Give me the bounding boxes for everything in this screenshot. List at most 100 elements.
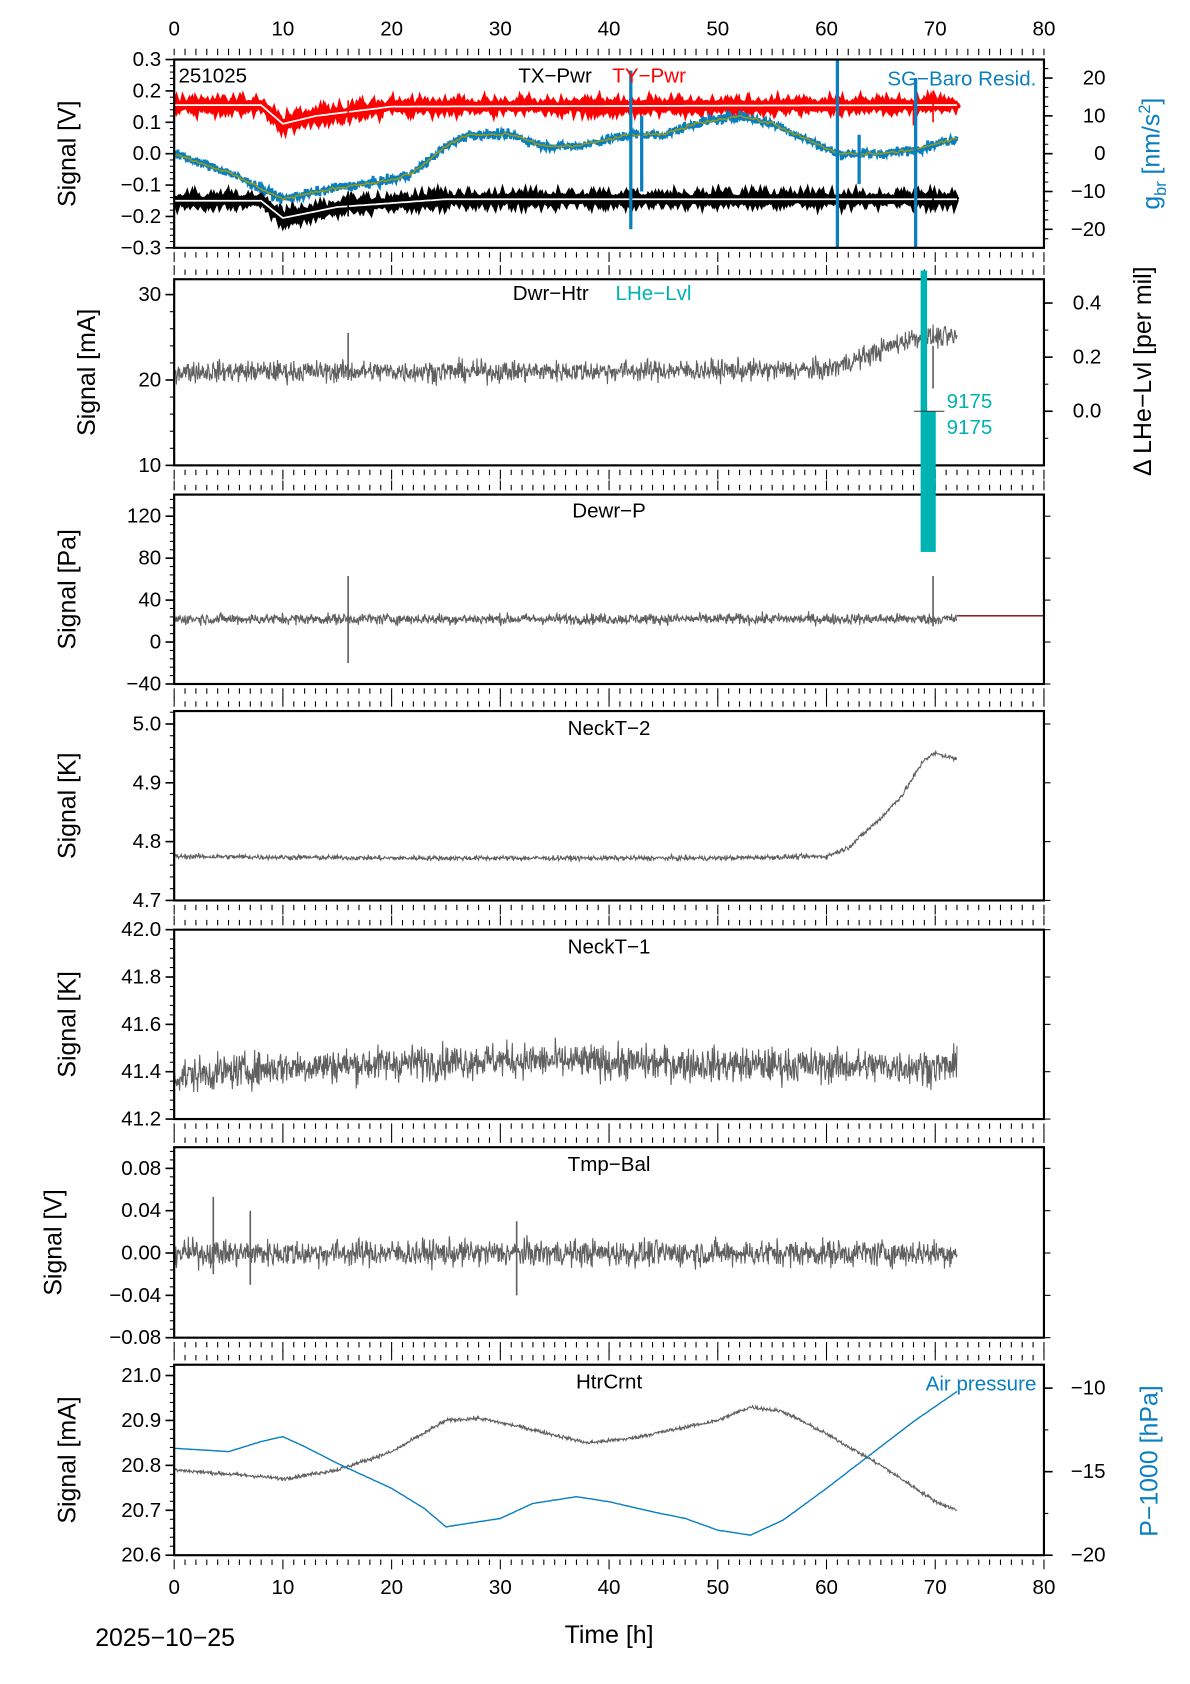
y-tick-label: 21.0 (121, 1364, 161, 1387)
y2-tick-label: 20 (1083, 67, 1106, 90)
x-tick-label-top: 0 (168, 18, 179, 41)
y-tick-label: −0.08 (109, 1326, 161, 1349)
panel-title-neckt-2: NeckT−2 (568, 717, 651, 740)
series-tx-pwr-center (174, 198, 957, 219)
series-group (174, 1196, 958, 1296)
panel-frame (173, 278, 1046, 467)
y-tick-label: 80 (138, 547, 161, 570)
series-group (174, 1037, 958, 1093)
y-tick-label: 20.8 (121, 1454, 161, 1477)
y-tick-label: 41.2 (121, 1108, 161, 1131)
id-label: 251025 (179, 64, 248, 87)
y-tick-label: 42.0 (121, 918, 161, 941)
y-tick-label: 41.8 (121, 966, 161, 989)
panel-3: 5.0 4.9 4.8 4.7 Signal [K] (54, 696, 1051, 915)
lhe-bar-thin (920, 270, 928, 412)
series-group (174, 324, 958, 449)
series-trace-0 (174, 1037, 958, 1093)
y-tick-label: 0.2 (133, 79, 162, 102)
y-tick-label: 4.9 (133, 771, 162, 794)
x-tick-label-top: 40 (598, 18, 621, 41)
x-tick-label-bottom: 0 (168, 1576, 179, 1599)
panel-6: 21.0 20.9 20.8 20.7 20.6 −10 −15 −20 Signal [mA] (54, 1350, 1106, 1570)
panel-frame (173, 493, 1046, 686)
series-trace-0 (174, 324, 958, 386)
y2-tick-label: −10 (1071, 180, 1106, 203)
series-air-pressure (174, 1390, 958, 1536)
y-tick-label: 20.7 (121, 1499, 161, 1522)
panel-4: 42.0 41.8 41.6 41.4 41.2 Signal [K] (54, 915, 1051, 1134)
y-tick-label: 4.7 (133, 889, 162, 912)
y-tick-label: 20.6 (121, 1544, 161, 1567)
x-tick-label-bottom: 10 (271, 1576, 294, 1599)
panel-title-tmp-bal: Tmp−Bal (568, 1153, 651, 1176)
x-tick-label-top: 80 (1033, 18, 1056, 41)
y-axis-label: Signal [K] (54, 752, 82, 859)
series-group (174, 1390, 958, 1536)
x-tick-label-bottom: 70 (924, 1576, 947, 1599)
legend-air-pressure: Air pressure (926, 1373, 1037, 1396)
panel-frame (173, 1363, 1046, 1557)
panel-title-dwr-htr: Dwr−Htr (513, 282, 589, 305)
y-tick-label: 20.9 (121, 1409, 161, 1432)
legend-sg-baro-resid: SG−Baro Resid. (887, 67, 1036, 90)
y-axis-label: Signal [K] (54, 971, 82, 1078)
series-trace-0 (174, 1404, 958, 1512)
panel-5: 0.08 0.04 0.00 −0.04 −0.08 Signal [V] (40, 1133, 1051, 1352)
y-tick-label: 120 (127, 505, 161, 528)
date-label: 2025−10−25 (95, 1624, 235, 1652)
panel-title-tx-pwr: TX−Pwr (518, 64, 592, 87)
y-tick-label: 40 (138, 589, 161, 612)
y2-tick-label: 0.0 (1073, 400, 1102, 423)
lhe-bar-thick (920, 411, 936, 552)
x-tick-label-top: 50 (706, 18, 729, 41)
panel-frame (173, 709, 1046, 902)
panel-0: 0.3 0.2 0.1 0.0 −0.1 −0.2 −0.3 20 10 0 −10 −20 Signa… (54, 48, 1106, 262)
y-tick-label: −0.1 (121, 174, 162, 197)
right-axis-label-lhe: Δ LHe−Lvl [per mil] (1129, 266, 1157, 476)
x-tick-label-bottom: 80 (1033, 1576, 1056, 1599)
y-axis-label: Signal [V] (54, 100, 82, 207)
y-tick-label: 30 (138, 283, 161, 306)
y-tick-label: 0.00 (121, 1242, 161, 1265)
y-tick-label: 0.04 (121, 1199, 161, 1222)
x-axis-label: Time [h] (565, 1621, 654, 1649)
series-group (174, 749, 958, 863)
y2-tick-label: −20 (1071, 218, 1106, 241)
y-tick-label: 4.8 (133, 830, 162, 853)
series-group (174, 59, 961, 249)
x-tick-label-bottom: 30 (489, 1576, 512, 1599)
series-sg-baro-resid--fit (174, 115, 958, 201)
y-tick-label: 0.1 (133, 111, 162, 134)
panel-title-ty-pwr: TY−Pwr (612, 64, 686, 87)
panel-title-htrcrnt: HtrCrnt (576, 1371, 642, 1394)
panel-2: 120 80 40 0 −40 Signal [Pa] (54, 480, 1051, 699)
lhe-marker-label: 9175 (947, 416, 993, 439)
y-axis-label: Signal [Pa] (54, 529, 82, 649)
series-group (174, 575, 1044, 664)
x-tick-label-top: 70 (924, 18, 947, 41)
y-axis-label: Signal [mA] (54, 1396, 82, 1523)
y-tick-label: −0.3 (121, 236, 162, 259)
panel-title-neckt-1: NeckT−1 (568, 935, 651, 958)
series-trace-0 (174, 749, 958, 863)
x-tick-label-top: 60 (815, 18, 838, 41)
y2-tick-label: −20 (1071, 1544, 1106, 1567)
y-tick-label: 10 (138, 454, 161, 477)
y-tick-label: 41.4 (121, 1060, 161, 1083)
series-ty-pwr-center (174, 104, 957, 125)
x-tick-label-bottom: 60 (815, 1576, 838, 1599)
y-axis-label: Signal [mA] (73, 309, 101, 436)
y2-tick-label: 10 (1083, 104, 1106, 127)
x-tick-label-top: 30 (489, 18, 512, 41)
y2-tick-label: −10 (1071, 1377, 1106, 1400)
x-tick-label-bottom: 20 (380, 1576, 403, 1599)
y2-tick-label: −15 (1071, 1460, 1106, 1483)
y2-tick-label: 0.4 (1073, 292, 1102, 315)
y-tick-label: 0.08 (121, 1157, 161, 1180)
x-tick-label-top: 10 (271, 18, 294, 41)
y-tick-label: 0.0 (133, 142, 162, 165)
lhe-marker-label: 9175 (947, 390, 993, 413)
panel-1: 30 20 10 0.4 0.2 0.0 Signal [mA] (73, 265, 1102, 480)
lhe-level-marker: 9175 9175 (914, 270, 993, 552)
